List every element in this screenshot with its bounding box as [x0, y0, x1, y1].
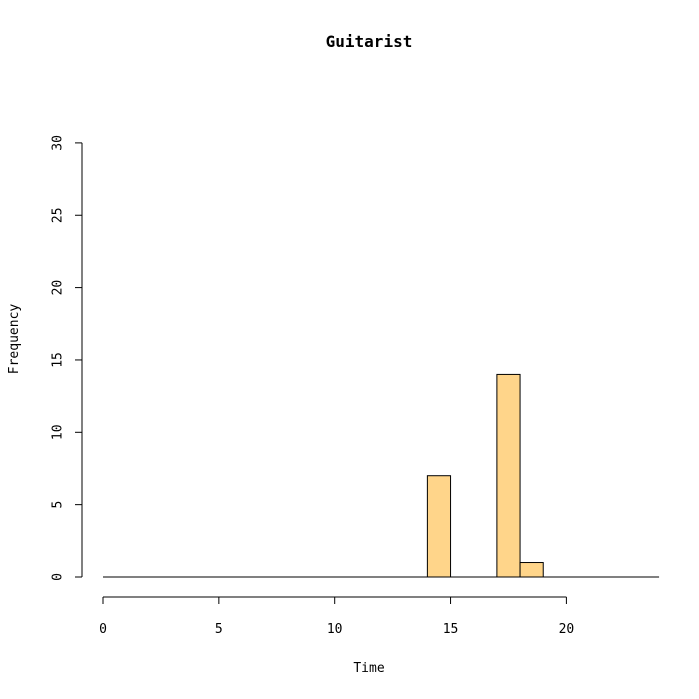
- x-axis: 0 5 10 15 20: [99, 596, 575, 637]
- histogram-bar: [426, 475, 452, 578]
- y-axis: 0 5 10 15 20 25 30: [51, 135, 83, 581]
- x-tick-label: 20: [559, 622, 575, 637]
- x-tick-label: 0: [99, 622, 107, 637]
- histogram-bar: [496, 373, 521, 578]
- plot-area: [103, 373, 660, 578]
- y-tick-label: 25: [51, 207, 66, 223]
- y-tick-label: 10: [51, 424, 66, 440]
- y-tick-label: 5: [51, 501, 66, 509]
- y-tick-label: 20: [51, 280, 66, 296]
- y-tick-label: 0: [51, 573, 66, 581]
- chart-title: Guitarist: [326, 32, 413, 51]
- y-tick-label: 15: [51, 352, 66, 368]
- x-tick-label: 5: [215, 622, 223, 637]
- x-tick-label: 15: [443, 622, 459, 637]
- y-tick-label: 30: [51, 135, 66, 151]
- x-axis-label: Time: [353, 661, 384, 676]
- x-tick-label: 10: [327, 622, 343, 637]
- y-axis-label: Frequency: [7, 304, 22, 375]
- histogram-bar: [519, 562, 544, 578]
